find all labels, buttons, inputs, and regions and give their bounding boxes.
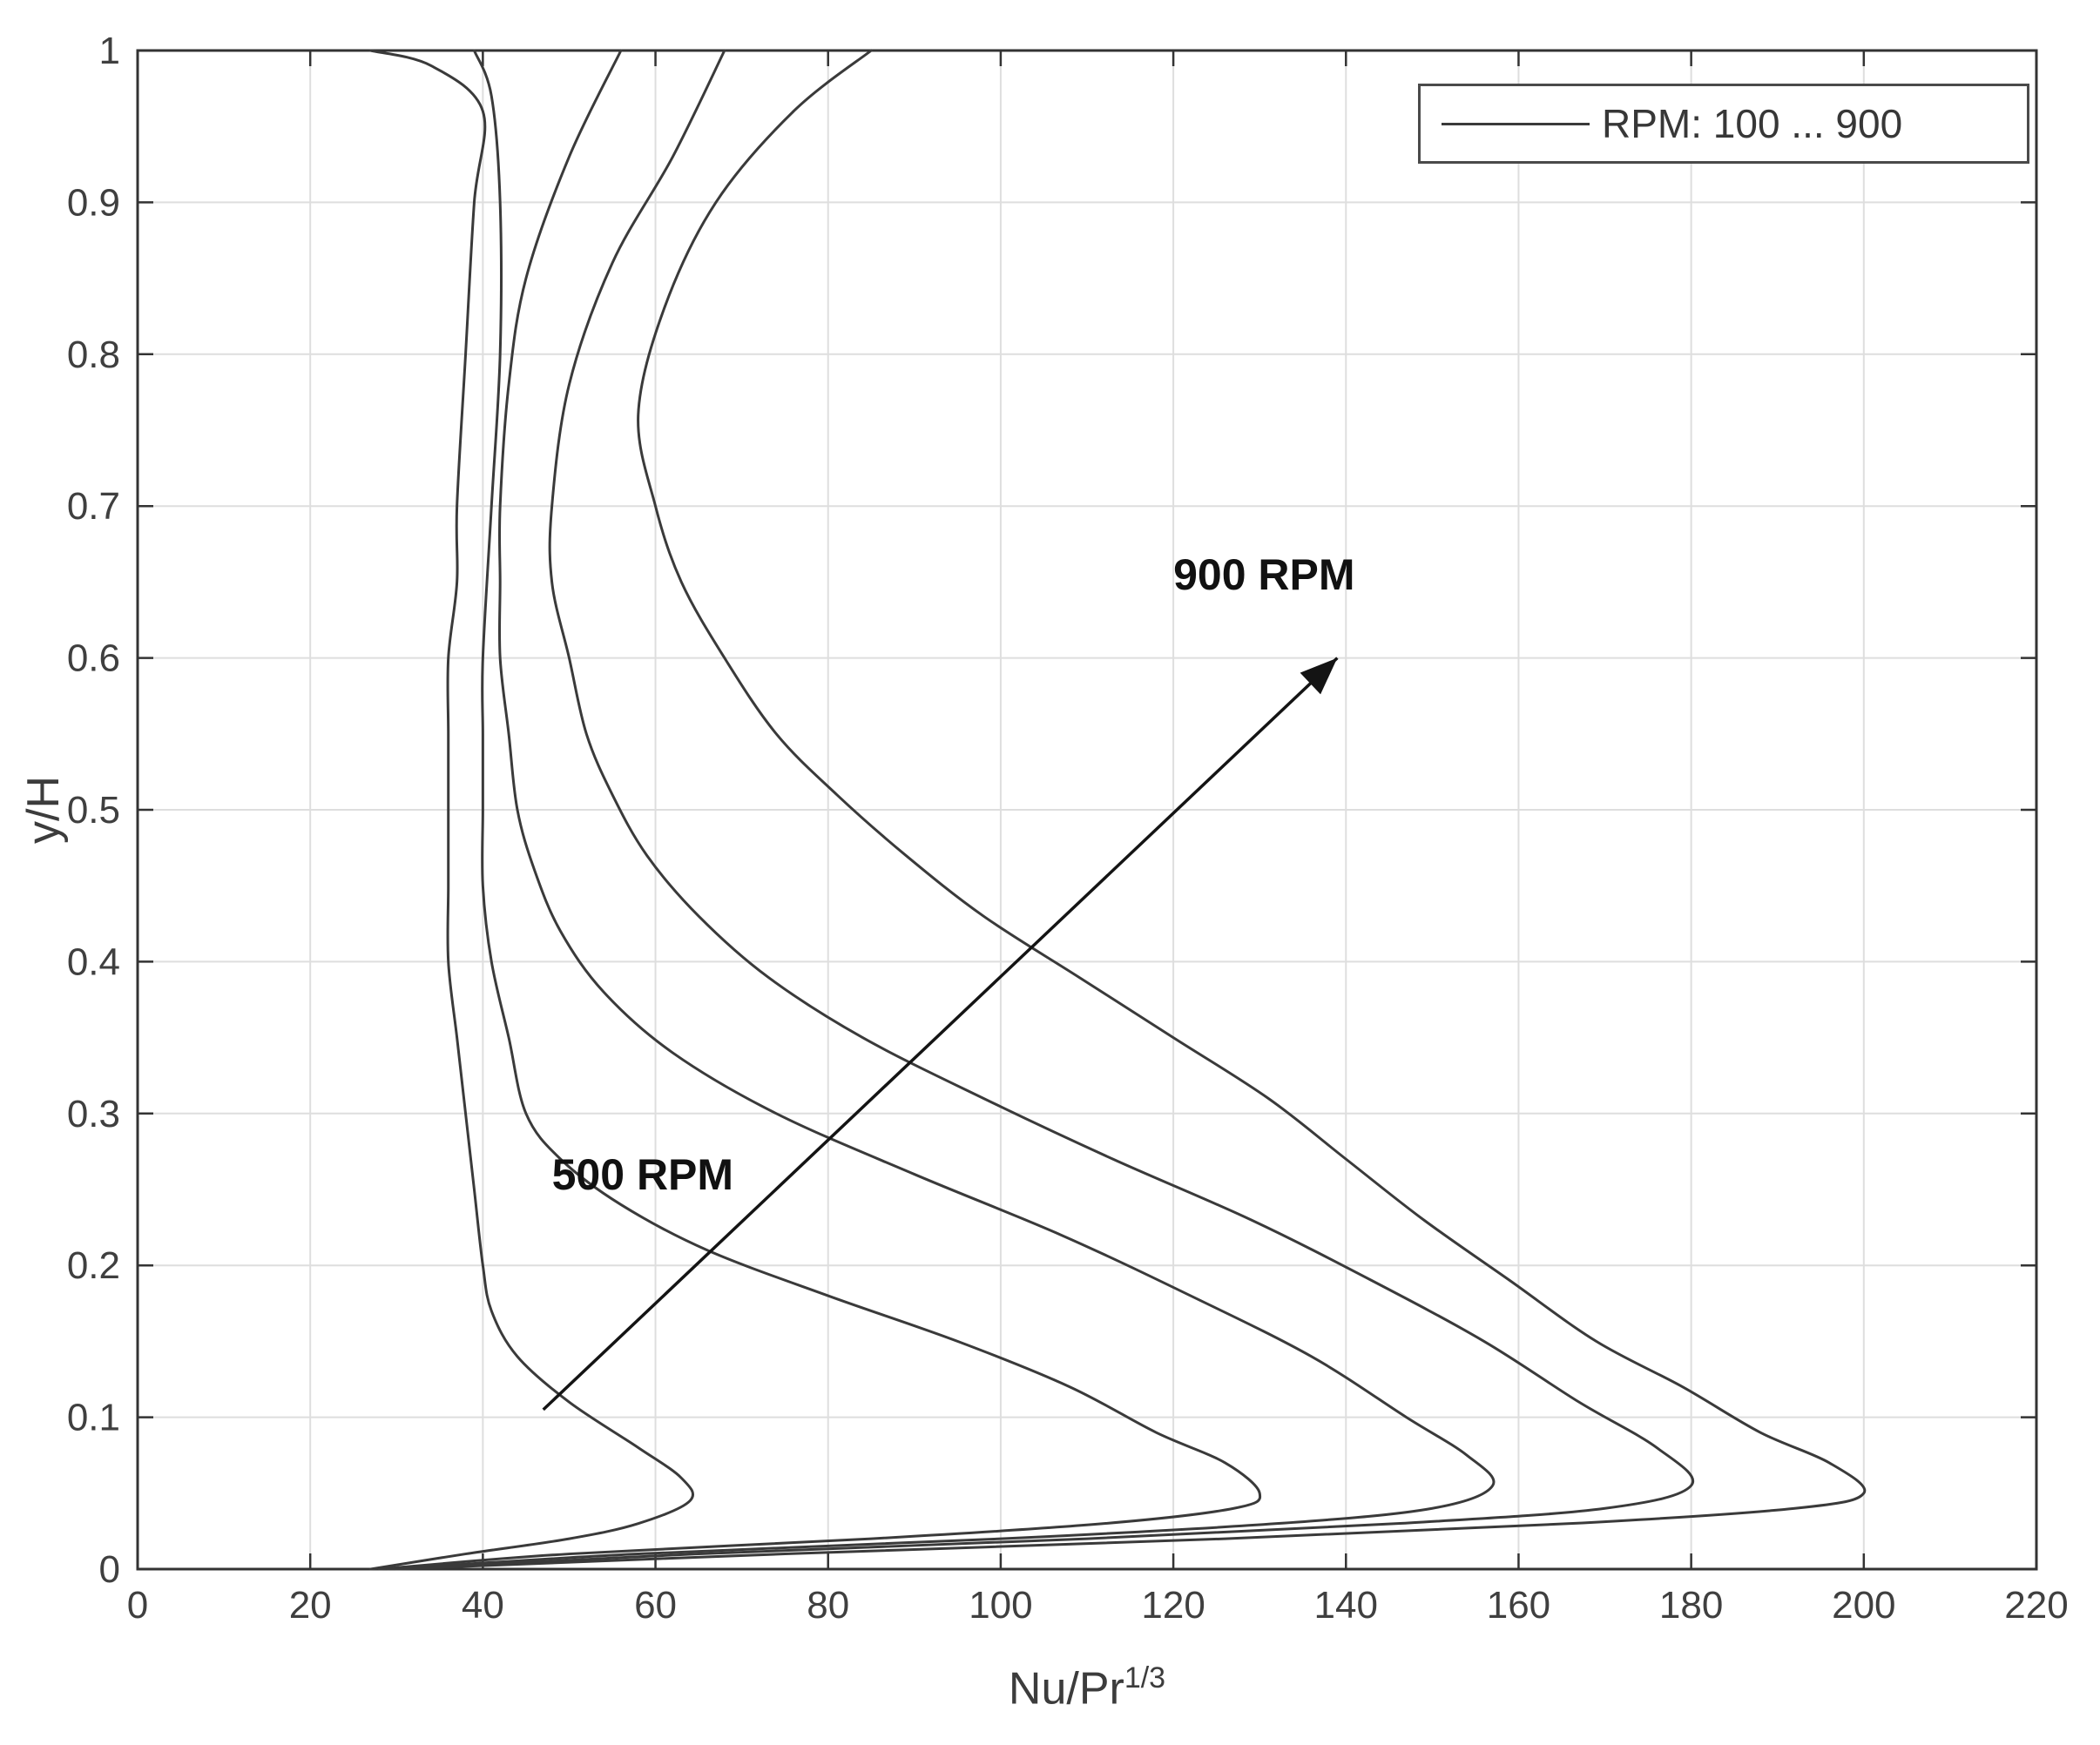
x-tick-label: 20 [289,1584,332,1627]
y-tick-label: 0.5 [67,789,120,832]
x-tick-label: 120 [1141,1584,1205,1627]
legend: RPM: 100 ... 900 [1418,84,2029,164]
x-axis-label: Nu/Pr1/3 [138,1661,2036,1715]
legend-label: RPM: 100 ... 900 [1602,101,1903,146]
series-line-500-rpm [386,49,1496,1571]
y-tick-label: 0.3 [67,1093,120,1135]
series-line-100-rpm [369,49,695,1571]
y-tick-label: 1 [99,30,120,72]
rpm-direction-arrow-head [1300,657,1338,695]
x-tick-label: 180 [1659,1584,1723,1627]
y-tick-label: 0 [99,1548,120,1591]
x-tick-label: 40 [462,1584,504,1627]
series-line-900-rpm [395,49,1867,1571]
x-tick-label: 80 [807,1584,849,1627]
x-tick-label: 0 [127,1584,148,1627]
legend-line-sample [1442,122,1590,125]
series-line-700-rpm [395,49,1695,1571]
x-tick-label: 100 [969,1584,1032,1627]
x-axis-label-superscript: 1/3 [1124,1661,1166,1694]
y-tick-label: 0.8 [67,334,120,376]
annotation-900-rpm: 900 RPM [1173,550,1354,599]
series-line-300-rpm [377,49,1262,1571]
y-tick-label: 0.1 [67,1397,120,1439]
x-tick-label: 60 [634,1584,677,1627]
x-tick-label: 200 [1832,1584,1895,1627]
y-tick-label: 0.6 [67,637,120,680]
x-tick-label: 140 [1314,1584,1378,1627]
x-tick-label: 220 [2004,1584,2068,1627]
y-tick-label: 0.7 [67,485,120,528]
y-tick-label: 0.4 [67,940,120,983]
x-tick-label: 160 [1487,1584,1550,1627]
y-tick-label: 0.2 [67,1244,120,1287]
y-tick-label: 0.9 [67,181,120,224]
y-axis-label: y/H [18,776,69,844]
rpm-direction-arrow-line [542,657,1339,1411]
annotation-500-rpm: 500 RPM [552,1150,733,1199]
x-axis-label-base: Nu/Pr [1008,1663,1124,1715]
